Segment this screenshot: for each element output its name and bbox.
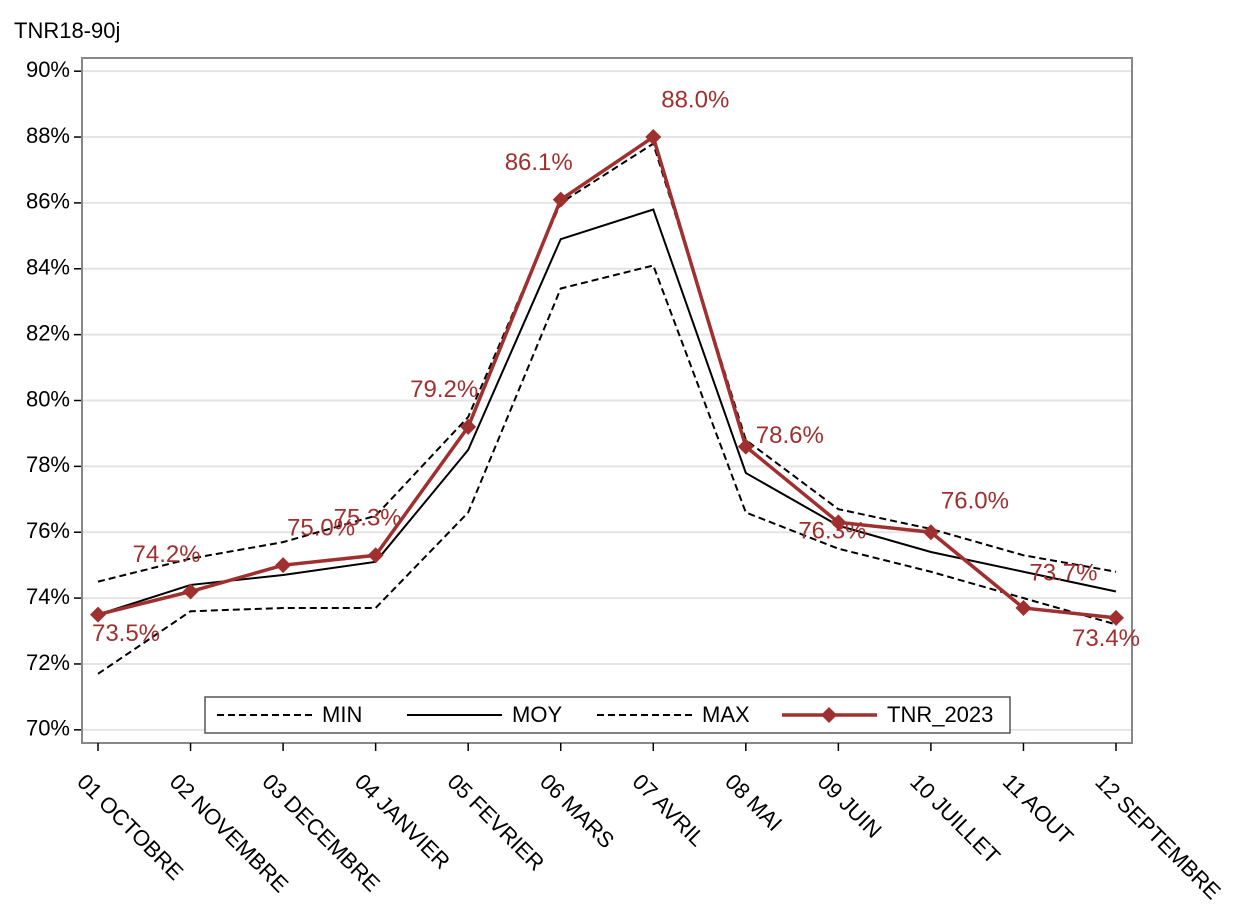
data-point xyxy=(645,129,662,146)
x-tick-label: 12 SEPTEMBRE xyxy=(1090,769,1225,904)
plot-frame xyxy=(81,57,1133,744)
data-point xyxy=(1015,599,1032,616)
data-label: 78.6% xyxy=(756,422,824,449)
data-label: 88.0% xyxy=(661,86,729,113)
x-tick-label: 10 JUILLET xyxy=(905,769,1005,869)
data-label: 73.4% xyxy=(1072,625,1140,652)
data-label: 76.0% xyxy=(941,488,1009,515)
data-label: 86.1% xyxy=(505,149,573,176)
x-tick-label: 11 AOUT xyxy=(998,769,1079,850)
data-point xyxy=(275,557,292,574)
chart-title: TNR18-90j xyxy=(14,18,120,43)
data-label: 76.3% xyxy=(798,518,866,545)
x-tick-label: 07 AVRIL xyxy=(628,769,710,851)
y-tick-label: 82% xyxy=(26,320,70,345)
data-point xyxy=(830,514,847,531)
data-point xyxy=(1108,609,1124,626)
legend-label: MAX xyxy=(702,702,750,727)
y-tick-label: 78% xyxy=(26,452,70,477)
legend-label: TNR_2023 xyxy=(887,702,993,727)
y-tick-label: 84% xyxy=(26,255,70,280)
data-label: 79.2% xyxy=(410,376,478,403)
data-label: 75.0% xyxy=(287,515,355,542)
y-tick-label: 70% xyxy=(26,716,70,741)
y-tick-label: 74% xyxy=(26,584,70,609)
legend-marker xyxy=(821,707,837,723)
x-tick-label: 09 JUIN xyxy=(813,769,887,843)
data-point xyxy=(182,583,199,600)
series-line xyxy=(97,208,1117,616)
data-point xyxy=(552,191,569,208)
data-point xyxy=(367,547,384,564)
series-line xyxy=(97,264,1117,675)
data-point xyxy=(737,438,754,455)
y-tick-label: 76% xyxy=(26,518,70,543)
data-point xyxy=(90,606,106,623)
y-tick-label: 72% xyxy=(26,650,70,675)
series-line xyxy=(97,134,1117,620)
series-line xyxy=(97,142,1117,583)
data-label: 73.5% xyxy=(92,620,160,647)
data-label: 73.7% xyxy=(1029,559,1097,586)
y-tick-label: 88% xyxy=(26,123,70,148)
y-tick-label: 80% xyxy=(26,386,70,411)
legend-label: MOY xyxy=(512,702,562,727)
legend-label: MIN xyxy=(322,702,362,727)
x-tick-label: 05 FEVRIER xyxy=(443,769,550,876)
data-label: 75.3% xyxy=(334,505,402,532)
x-tick-label: 08 MAI xyxy=(720,769,787,836)
data-point xyxy=(460,418,477,435)
x-tick-label: 06 MARS xyxy=(535,769,619,853)
y-tick-label: 86% xyxy=(26,189,70,214)
data-label: 74.2% xyxy=(133,541,201,568)
y-tick-label: 90% xyxy=(26,57,70,82)
data-point xyxy=(922,524,939,541)
